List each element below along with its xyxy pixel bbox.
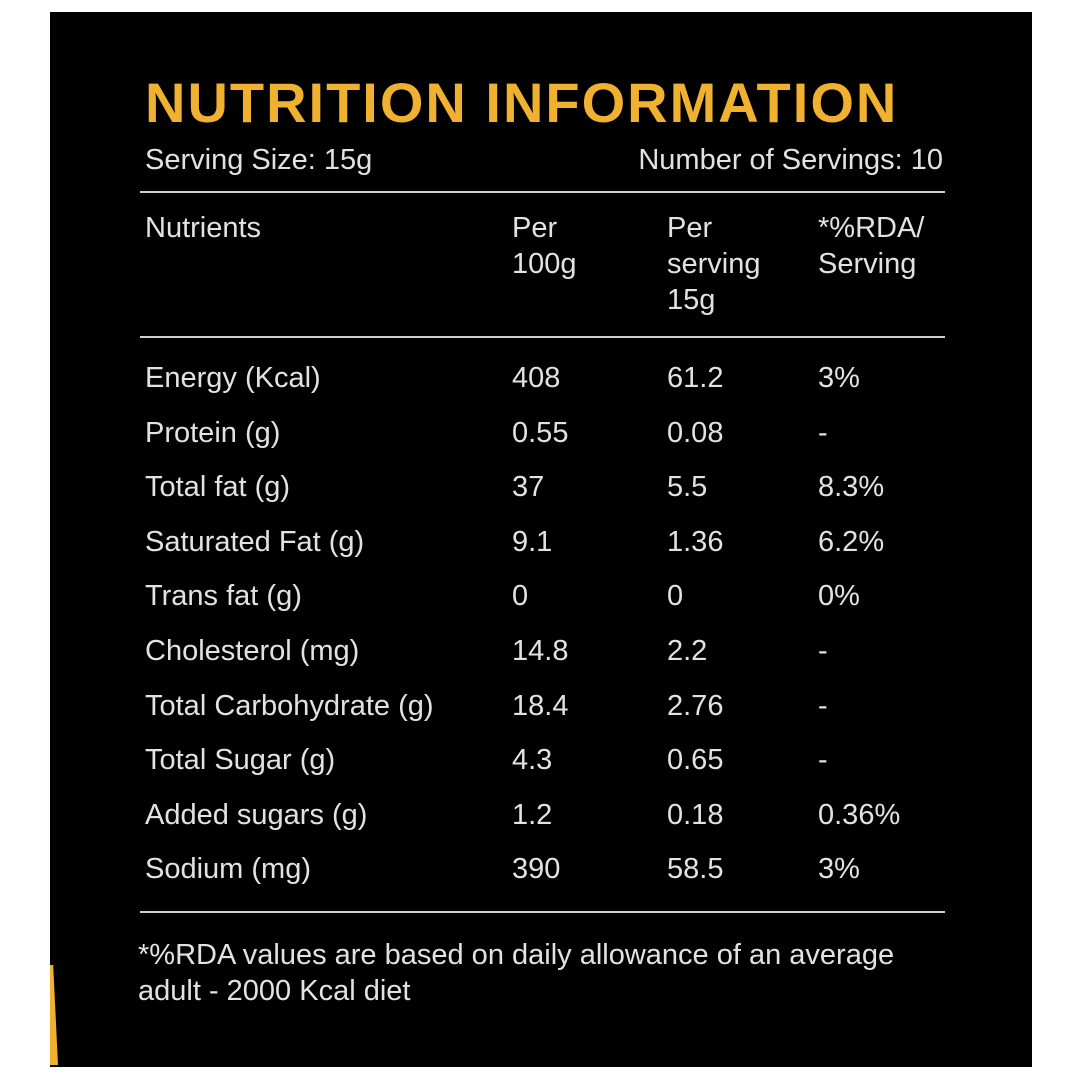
cell-rda: - <box>818 635 828 667</box>
table-row: Added sugars (g) 1.2 0.18 0.36% <box>0 799 1080 839</box>
label-title: NUTRITION INFORMATION <box>145 71 899 134</box>
cell-rda: 0% <box>818 580 860 613</box>
cell-per-serving: 0 <box>667 580 684 613</box>
footnote-line: adult - 2000 Kcal diet <box>138 975 411 1007</box>
cell-per-serving: 61.2 <box>667 362 724 394</box>
cell-rda: 3% <box>818 853 860 886</box>
cell-rda: 6.2% <box>818 525 885 558</box>
table-row: Energy (Kcal) 408 61.2 3% <box>0 362 1080 402</box>
table-row: Cholesterol (mg) 14.8 2.2 - <box>0 635 1080 675</box>
cell-per-100g: 1.2 <box>512 798 553 831</box>
cell-per-100g: 14.8 <box>512 635 569 667</box>
table-row: Total Sugar (g) 4.3 0.65 - <box>0 744 1080 784</box>
table-row: Trans fat (g) 0 0 0% <box>0 580 1080 620</box>
cell-nutrient: Added sugars (g) <box>145 798 368 831</box>
table-row: Sodium (mg) 390 58.5 3% <box>0 853 1080 893</box>
cell-nutrient: Trans fat (g) <box>145 580 302 613</box>
cell-per-serving: 1.36 <box>667 525 724 558</box>
divider-top <box>140 191 945 193</box>
header-line: 15g <box>667 284 716 316</box>
table-row: Total Carbohydrate (g) 18.4 2.76 - <box>0 690 1080 730</box>
divider-header <box>140 336 945 338</box>
cell-nutrient: Saturated Fat (g) <box>145 525 365 558</box>
footnote: *%RDA values are based on daily allowanc… <box>138 937 894 1009</box>
header-per-100g: Per 100g <box>512 210 577 282</box>
number-of-servings: Number of Servings: 10 <box>638 144 943 176</box>
cell-per-100g: 9.1 <box>512 525 553 558</box>
cell-nutrient: Total fat (g) <box>145 471 291 504</box>
divider-bottom <box>140 911 945 913</box>
cell-nutrient: Sodium (mg) <box>145 853 311 886</box>
cell-rda: 0.36% <box>818 798 901 831</box>
cell-rda: - <box>818 744 828 777</box>
cell-per-100g: 0 <box>512 580 529 613</box>
cell-nutrient: Energy (Kcal) <box>145 362 321 394</box>
cell-per-serving: 0.65 <box>667 744 724 777</box>
cell-per-100g: 0.55 <box>512 416 569 449</box>
cell-per-100g: 390 <box>512 853 561 886</box>
cell-per-serving: 58.5 <box>667 853 724 886</box>
header-per-serving: Per serving 15g <box>667 210 761 318</box>
cell-rda: - <box>818 416 828 449</box>
header-rda: *%RDA/ Serving <box>818 210 924 282</box>
label-panel <box>50 12 1032 1067</box>
serving-size: Serving Size: 15g <box>145 144 373 176</box>
cell-rda: 3% <box>818 362 860 394</box>
cell-per-100g: 18.4 <box>512 689 569 722</box>
cell-nutrient: Cholesterol (mg) <box>145 635 360 667</box>
header-line: Serving <box>818 248 917 280</box>
cell-per-serving: 2.76 <box>667 689 724 722</box>
cell-per-100g: 37 <box>512 471 545 504</box>
footnote-line: *%RDA values are based on daily allowanc… <box>138 939 895 971</box>
header-line: Per <box>667 212 713 244</box>
cell-nutrient: Protein (g) <box>145 416 281 449</box>
accent-stripe <box>50 965 58 1065</box>
cell-rda: - <box>818 689 828 722</box>
cell-rda: 8.3% <box>818 471 885 504</box>
table-row: Protein (g) 0.55 0.08 - <box>0 417 1080 457</box>
cell-per-100g: 4.3 <box>512 744 553 777</box>
header-line: *%RDA/ <box>818 212 925 244</box>
header-line: serving <box>667 248 761 280</box>
table-row: Total fat (g) 37 5.5 8.3% <box>0 471 1080 511</box>
header-nutrients: Nutrients <box>145 212 262 244</box>
header-line: 100g <box>512 248 577 280</box>
header-line: Per <box>512 212 558 244</box>
cell-per-100g: 408 <box>512 362 561 394</box>
cell-nutrient: Total Carbohydrate (g) <box>145 689 434 722</box>
cell-per-serving: 0.18 <box>667 798 724 831</box>
table-row: Saturated Fat (g) 9.1 1.36 6.2% <box>0 526 1080 566</box>
cell-per-serving: 2.2 <box>667 635 708 667</box>
cell-per-serving: 0.08 <box>667 416 724 449</box>
cell-per-serving: 5.5 <box>667 471 708 504</box>
cell-nutrient: Total Sugar (g) <box>145 744 336 777</box>
